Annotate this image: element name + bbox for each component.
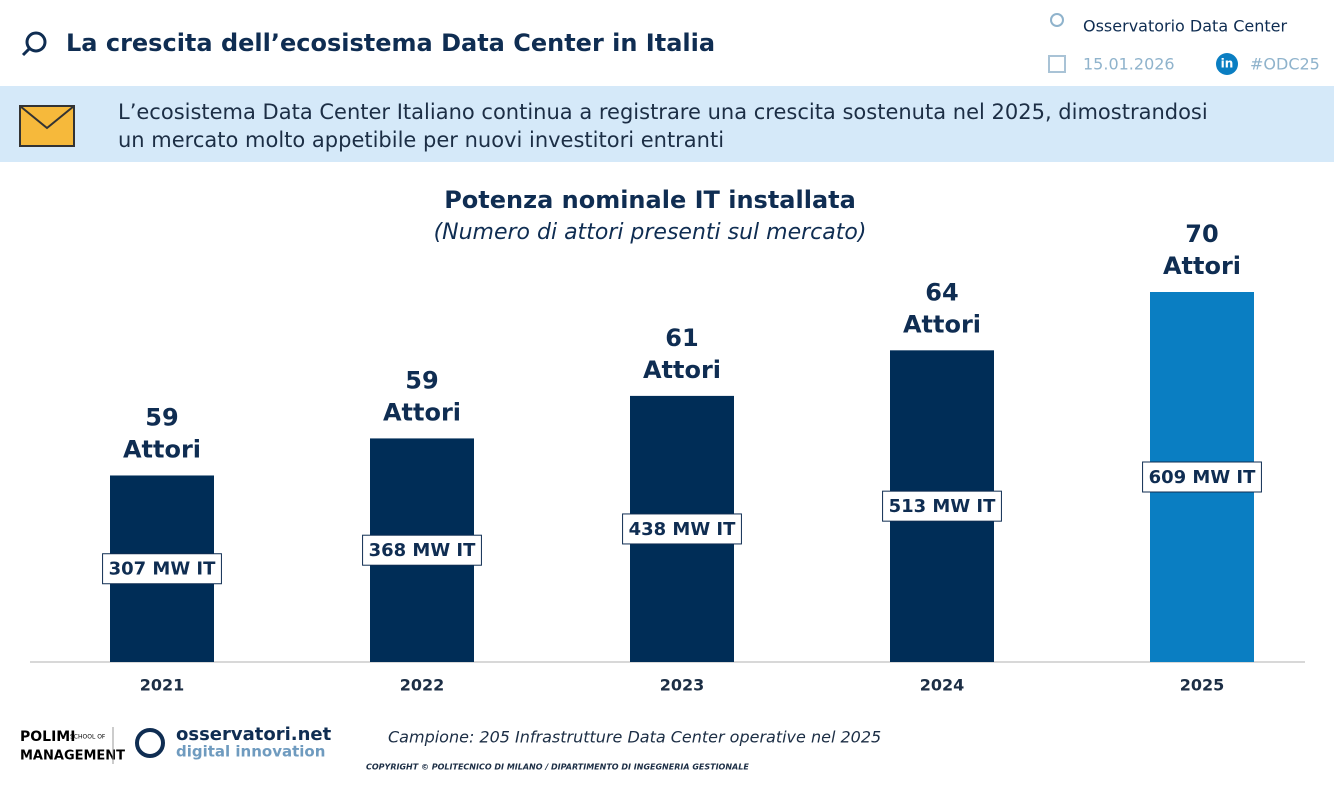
hashtag: #ODC25 (1250, 55, 1320, 74)
x-tick-label: 2025 (1180, 676, 1225, 695)
x-tick-label: 2023 (660, 676, 705, 695)
value-label: 513 MW IT (889, 496, 997, 517)
banner-text: L’ecosistema Data Center Italiano contin… (118, 100, 1208, 124)
school-logo: MANAGEMENT (20, 749, 125, 764)
icon (1050, 13, 1064, 27)
x-tick-label: 2024 (920, 676, 965, 695)
value-label: 307 MW IT (109, 559, 217, 580)
value-label: 368 MW IT (369, 540, 477, 561)
chart-subtitle: (Numero di attori presenti sul mercato) (434, 220, 867, 245)
source: Osservatorio Data Center (1083, 17, 1287, 36)
banner-icon (19, 105, 75, 130)
school-logo: POLIMI (20, 729, 75, 745)
logo-icon (25, 31, 47, 53)
actors-count: 59 (405, 366, 438, 394)
actors-unit: Attori (643, 356, 721, 384)
value-label-box (882, 490, 1002, 522)
x-tick-label: 2021 (140, 676, 185, 695)
value-label-box (102, 553, 222, 585)
value-label: 609 MW IT (1149, 467, 1257, 488)
actors-count: 59 (145, 403, 178, 431)
x-tick-label: 2022 (400, 676, 445, 695)
actors-count: 64 (925, 278, 958, 306)
value-label-box (622, 513, 742, 545)
actors-unit: Attori (123, 435, 201, 463)
banner (0, 86, 1334, 162)
brand-icon (135, 728, 165, 758)
actors-unit: Attori (1163, 252, 1241, 280)
school-logo: SCHOOL OF (70, 734, 106, 741)
actors-unit: Attori (903, 310, 981, 338)
value-label: 438 MW IT (629, 519, 737, 540)
linkedin-label: in (1221, 57, 1234, 71)
logo-icon (21, 47, 31, 57)
linkedin-icon (1216, 53, 1238, 75)
page-title: La crescita dell’ecosistema Data Center … (66, 29, 715, 57)
actors-count: 61 (665, 324, 698, 352)
value-label-box (1142, 461, 1262, 493)
brand: digital innovation (176, 743, 325, 761)
note: Campione: 205 Infrastrutture Data Center… (388, 728, 881, 747)
value-label-box (362, 534, 482, 566)
brand: osservatori.net (176, 724, 332, 745)
copyright: COPYRIGHT © POLITECNICO DI MILANO / DIPA… (366, 763, 749, 772)
banner-text: un mercato molto appetibile per nuovi in… (118, 128, 724, 152)
calendar-icon (1048, 55, 1066, 73)
actors-unit: Attori (383, 398, 461, 426)
date: 15.01.2026 (1083, 55, 1175, 74)
chart-title: Potenza nominale IT installata (444, 186, 856, 214)
actors-count: 70 (1185, 220, 1218, 248)
